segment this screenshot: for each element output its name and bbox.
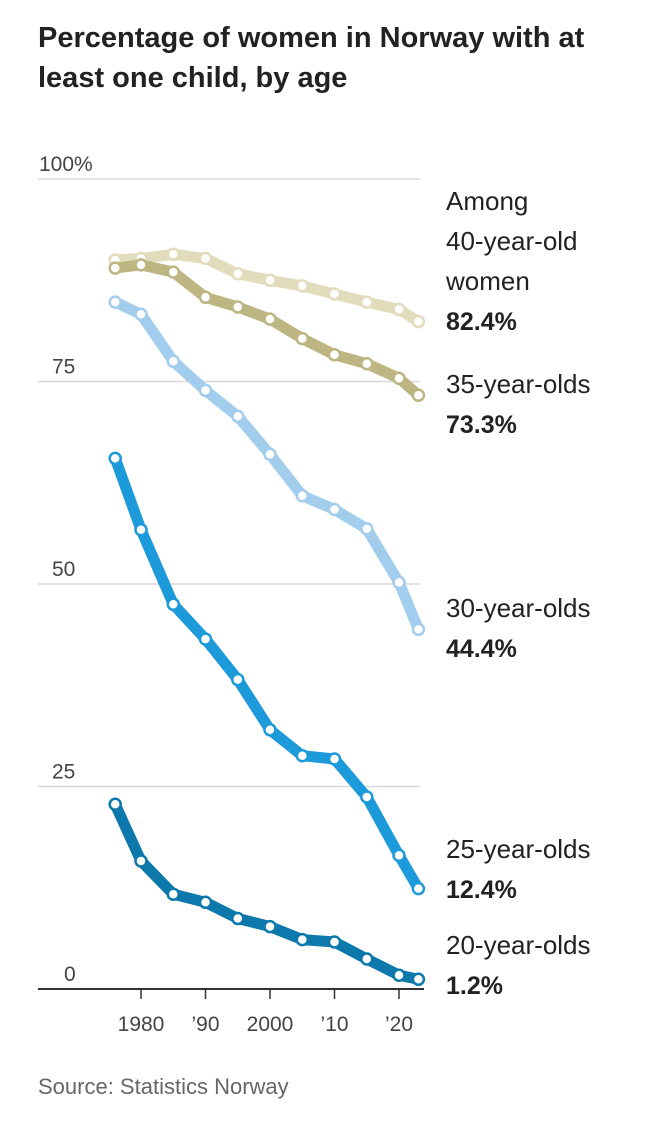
chart-source: Source: Statistics Norway	[38, 1074, 289, 1099]
x-tick-label: 1980	[118, 1013, 165, 1036]
data-point	[327, 348, 342, 362]
series-value-label: 82.4%	[446, 308, 517, 336]
data-point	[295, 331, 310, 346]
y-tick-label: 25	[52, 761, 75, 784]
data-point	[198, 632, 213, 646]
data-point	[166, 597, 181, 612]
y-tick-label: 100%	[39, 153, 93, 176]
series-label: Among	[446, 186, 528, 216]
series-label: 40-year-old	[446, 226, 578, 256]
data-point	[198, 383, 213, 398]
series-value-label: 1.2%	[446, 972, 503, 1000]
data-point	[411, 314, 426, 329]
y-tick-label: 0	[64, 963, 76, 986]
series-line-4	[109, 452, 424, 895]
data-point	[360, 952, 374, 966]
data-point	[263, 723, 277, 737]
data-point	[327, 502, 342, 517]
data-point	[295, 488, 310, 503]
data-point	[295, 748, 310, 763]
x-tick-label: ’90	[191, 1013, 219, 1036]
data-point	[295, 279, 310, 293]
series-label: women	[445, 266, 530, 296]
data-point	[327, 287, 342, 301]
data-point	[263, 919, 277, 934]
data-point	[360, 790, 374, 804]
data-point	[231, 300, 245, 314]
data-point	[198, 895, 213, 910]
y-tick-label: 75	[52, 356, 75, 379]
chart-title: Percentage of women in Norway with at le…	[38, 22, 585, 94]
data-point	[166, 887, 181, 901]
y-tick-label: 50	[52, 558, 75, 581]
data-point	[231, 911, 245, 926]
data-point	[166, 265, 181, 279]
data-point	[108, 797, 122, 812]
data-point	[134, 522, 148, 537]
series-line-5	[109, 798, 424, 985]
series-value-label: 73.3%	[446, 411, 517, 439]
data-point	[392, 302, 406, 317]
data-point	[198, 290, 213, 305]
series-value-label: 12.4%	[446, 876, 517, 904]
data-point	[263, 273, 277, 288]
data-point	[231, 672, 245, 687]
data-point	[392, 968, 406, 982]
data-point	[411, 972, 426, 987]
data-point	[360, 356, 374, 371]
data-point	[198, 251, 213, 266]
data-point	[360, 295, 374, 309]
data-point	[166, 247, 181, 262]
series-label: 25-year-olds	[446, 834, 591, 864]
data-point	[392, 848, 406, 863]
data-point	[231, 267, 245, 281]
data-point	[392, 575, 406, 590]
series-value-label: 44.4%	[446, 635, 517, 663]
data-point	[411, 622, 426, 637]
data-point	[263, 447, 277, 462]
data-point	[134, 258, 148, 272]
data-point	[108, 451, 122, 466]
data-point	[108, 295, 122, 309]
x-tick-label: ’10	[320, 1013, 348, 1036]
data-point	[411, 881, 426, 896]
data-point	[392, 371, 406, 386]
x-tick-label: ’20	[385, 1013, 413, 1036]
data-point	[166, 354, 181, 369]
data-point	[327, 752, 342, 766]
data-point	[134, 307, 148, 322]
data-point	[411, 388, 426, 403]
series-label: 35-year-olds	[446, 369, 591, 399]
data-point	[108, 261, 122, 275]
data-point	[295, 932, 310, 947]
series-label: 30-year-olds	[446, 593, 591, 623]
series-label: 20-year-olds	[446, 930, 591, 960]
data-point	[263, 312, 277, 326]
data-point	[134, 854, 148, 868]
data-point	[360, 522, 374, 536]
data-point	[327, 935, 342, 949]
x-tick-label: 2000	[247, 1013, 294, 1036]
data-point	[231, 409, 245, 424]
